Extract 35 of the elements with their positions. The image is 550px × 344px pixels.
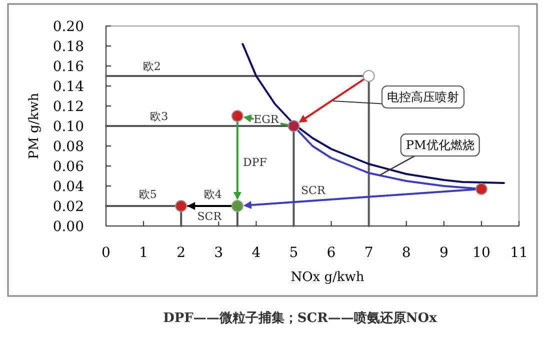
annotation: 电控高压喷射 [387, 90, 459, 104]
x-tick-label: 9 [439, 245, 448, 261]
y-tick-label: 0.02 [52, 199, 84, 215]
annotation: DPF [243, 156, 268, 169]
annotation: 欧2 [142, 60, 161, 73]
x-tick-label: 6 [326, 245, 336, 261]
x-axis-title: NOx g/kwh [290, 270, 365, 285]
annotation: 欧4 [204, 188, 222, 201]
x-tick-label: 11 [510, 245, 528, 261]
annotation: SCR [197, 210, 222, 223]
y-tick-label: 0.04 [52, 179, 84, 195]
x-tick-label: 3 [214, 245, 224, 261]
x-tick-label: 4 [252, 245, 261, 261]
y-tick-label: 0.00 [52, 219, 84, 235]
annotation: 欧3 [150, 110, 168, 123]
y-tick-label: 0.08 [52, 139, 84, 155]
annotation: SCR [301, 184, 326, 197]
x-tick-label: 1 [139, 245, 148, 261]
x-tick-label: 8 [402, 245, 411, 261]
annotation: PM优化燃烧 [406, 138, 474, 152]
y-tick-label: 0.14 [52, 79, 84, 95]
y-tick-label: 0.16 [52, 59, 84, 75]
x-tick-label: 2 [176, 245, 186, 261]
y-tick-label: 0.12 [52, 99, 84, 115]
x-tick-label: 0 [102, 245, 110, 261]
y-tick-label: 0.18 [52, 39, 84, 55]
text: DPF——微粒子捕集；SCR——喷氨还原NOx [163, 310, 438, 326]
y-tick-label: 0.10 [52, 119, 84, 135]
x-tick-label: 10 [472, 245, 490, 261]
y-tick-label: 0.06 [52, 159, 84, 175]
y-axis-title: PM g/kwh [27, 92, 42, 160]
x-tick-label: 7 [364, 245, 374, 261]
y-tick-label: 0.20 [52, 19, 84, 35]
x-tick-label: 5 [289, 245, 298, 261]
annotation: 欧5 [138, 188, 157, 201]
